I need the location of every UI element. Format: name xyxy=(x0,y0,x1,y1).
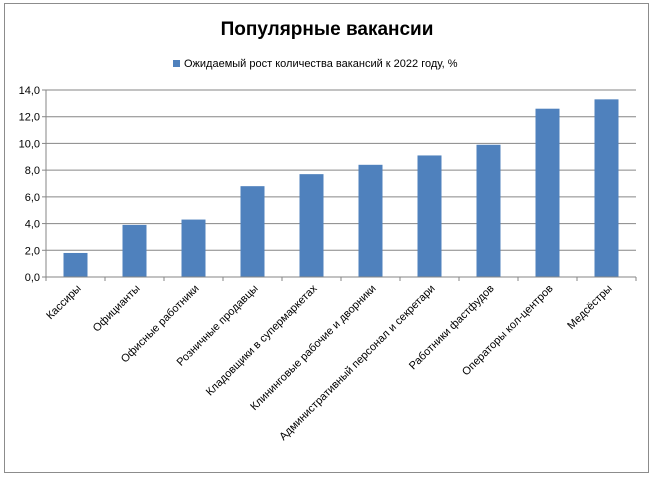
chart-title: Популярные вакансии xyxy=(221,19,434,40)
y-tick-label: 8,0 xyxy=(25,165,40,177)
y-tick-label: 0,0 xyxy=(25,272,40,284)
bar xyxy=(181,219,206,277)
bar xyxy=(63,252,88,277)
y-tick-label: 2,0 xyxy=(25,245,40,257)
category-label: Медсёстры xyxy=(565,283,614,332)
bar xyxy=(358,164,383,277)
y-tick-label: 12,0 xyxy=(19,112,40,124)
bar xyxy=(417,155,442,277)
y-tick-label: 14,0 xyxy=(19,85,40,97)
bar xyxy=(240,186,265,277)
bar xyxy=(476,144,501,277)
legend: Ожидаемый рост количества вакансий к 202… xyxy=(173,58,458,70)
bar xyxy=(122,224,147,277)
legend-label: Ожидаемый рост количества вакансий к 202… xyxy=(184,58,458,70)
category-label: Клининговые рабочие и дворники xyxy=(248,283,378,413)
category-label: Официанты xyxy=(91,283,143,335)
y-tick-label: 6,0 xyxy=(25,192,40,204)
y-tick-label: 4,0 xyxy=(25,219,40,231)
bar xyxy=(594,99,619,277)
category-label: Кассиры xyxy=(44,283,83,322)
bar xyxy=(299,174,324,277)
y-tick-label: 10,0 xyxy=(19,138,40,150)
category-label: Кладовщики в супермаркетах xyxy=(204,282,320,398)
legend-swatch xyxy=(173,60,180,67)
bar xyxy=(535,108,560,277)
